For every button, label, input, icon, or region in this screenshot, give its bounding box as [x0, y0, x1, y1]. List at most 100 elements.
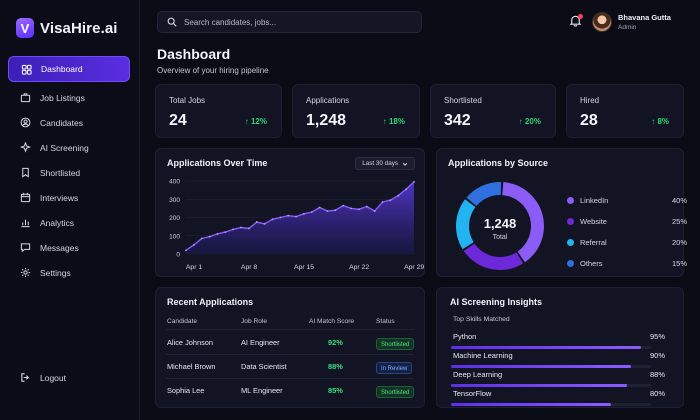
stat-delta-value: 20% — [524, 117, 541, 126]
bell-icon — [569, 15, 582, 27]
data-point — [310, 211, 313, 213]
stat-delta-value: 12% — [250, 117, 267, 126]
stat-delta-value: 18% — [388, 117, 405, 126]
skill-name: TensorFlow — [453, 389, 492, 398]
stat-label: Shortlisted — [444, 96, 482, 105]
brand-mark-icon: V — [16, 18, 34, 38]
status-badge: Shortlisted — [376, 386, 415, 398]
sidebar-item-analytics[interactable]: Analytics — [8, 210, 130, 235]
logout-icon — [20, 372, 31, 383]
legend-item-linkedin[interactable]: LinkedIn 40% — [567, 190, 687, 211]
donut-slice-others[interactable] — [466, 181, 502, 206]
legend-swatch — [567, 239, 574, 246]
data-point — [413, 181, 415, 183]
table-row[interactable]: Michael Brown Data Scientist 88% In Review — [156, 355, 424, 379]
page-title: Dashboard — [157, 46, 231, 62]
brand-logo[interactable]: V VisaHire.ai — [16, 18, 118, 38]
donut-slice-referral[interactable] — [456, 199, 476, 250]
skill-percent: 95% — [649, 332, 665, 341]
applications-by-source-card: Applications by Source 1,248 Total Linked… — [436, 148, 687, 277]
dashboard-icon — [21, 64, 32, 75]
legend-item-website[interactable]: Website 25% — [567, 211, 687, 232]
legend-swatch — [567, 197, 574, 204]
skill-progress-track — [451, 365, 651, 368]
recent-applications-card: Recent Applications Candidate Job Role A… — [155, 287, 425, 408]
user-icon — [20, 117, 31, 128]
date-range-label: Last 30 days — [362, 160, 398, 167]
sidebar-item-dashboard[interactable]: Dashboard — [8, 56, 130, 82]
stat-value: 1,248 — [306, 112, 347, 129]
sidebar-item-label: Job Listings — [40, 92, 85, 103]
legend-swatch — [567, 260, 574, 267]
search-bar[interactable] — [157, 11, 422, 33]
data-point — [232, 228, 235, 231]
area-fill — [186, 181, 414, 254]
search-input[interactable] — [184, 17, 404, 27]
sidebar-item-label: Analytics — [40, 217, 75, 228]
data-point — [373, 210, 376, 213]
skill-name: Python — [453, 332, 477, 341]
sidebar-item-label: AI Screening — [40, 142, 89, 153]
table-row[interactable]: Sophia Lee ML Engineer 85% Shortlisted — [156, 379, 424, 403]
data-point — [240, 226, 242, 229]
source-legend: LinkedIn 40% Website 25% Referral 20% Others 15… — [567, 190, 687, 274]
skill-percent: 90% — [649, 351, 665, 360]
notification-dot — [578, 14, 583, 19]
x-tick-label: Apr 22 — [349, 264, 369, 271]
sidebar-item-job-listings[interactable]: Job Listings — [8, 85, 130, 110]
legend-label: Others — [580, 259, 603, 268]
user-name: Bhavana Gutta — [618, 13, 671, 22]
legend-item-referral[interactable]: Referral 20% — [567, 232, 687, 253]
donut-slice-linkedin[interactable] — [502, 182, 544, 263]
x-tick-label: Apr 29 — [404, 264, 424, 271]
cell-candidate: Michael Brown — [167, 362, 216, 371]
data-point — [365, 205, 368, 208]
data-point — [318, 206, 321, 209]
skill-row-machine-learning: Machine Learning 90% — [451, 351, 665, 375]
skill-name: Deep Learning — [453, 370, 503, 379]
stat-label: Total Jobs — [169, 96, 206, 105]
stat-label: Applications — [306, 96, 350, 105]
date-range-select[interactable]: Last 30 days — [355, 157, 415, 170]
sidebar-item-shortlisted[interactable]: Shortlisted — [8, 160, 130, 185]
source-donut-chart: 1,248 Total — [456, 181, 544, 270]
logout-button[interactable]: Logout — [20, 372, 66, 383]
skill-percent: 88% — [649, 370, 665, 379]
col-candidate: Candidate — [167, 318, 198, 325]
sidebar-item-candidates[interactable]: Candidates — [8, 110, 130, 135]
legend-item-others[interactable]: Others 15% — [567, 253, 687, 274]
data-point — [247, 227, 250, 230]
skill-percent: 80% — [649, 389, 665, 398]
y-tick-label: 200 — [169, 215, 180, 222]
data-point — [263, 222, 266, 225]
arrow-up-icon: ↑ — [518, 117, 525, 126]
sidebar-item-settings[interactable]: Settings — [8, 260, 130, 285]
stat-delta: ↑ 12% — [245, 117, 267, 126]
sidebar-item-label: Settings — [40, 267, 71, 278]
legend-swatch — [567, 218, 574, 225]
row-divider — [166, 378, 414, 379]
skill-progress-fill — [451, 403, 611, 406]
table-header-divider — [166, 329, 414, 330]
sidebar-item-interviews[interactable]: Interviews — [8, 185, 130, 210]
data-point — [287, 214, 290, 217]
data-point — [295, 215, 297, 218]
donut-center-value: 1,248 — [484, 216, 517, 231]
stat-card-shortlisted: Shortlisted 342 ↑ 20% — [430, 84, 556, 138]
table-row[interactable]: Alice Johnson AI Engineer 92% Shortlisted — [156, 331, 424, 355]
notifications-button[interactable] — [569, 14, 583, 28]
data-point — [381, 201, 384, 203]
user-menu[interactable]: Bhavana Gutta Admin — [592, 12, 671, 32]
stat-card-applications: Applications 1,248 ↑ 18% — [292, 84, 420, 138]
data-point — [255, 221, 258, 223]
row-divider — [166, 354, 414, 355]
legend-label: Website — [580, 217, 607, 226]
avatar — [592, 12, 612, 32]
data-point — [271, 218, 274, 221]
sidebar-item-label: Shortlisted — [40, 167, 81, 178]
sidebar-item-messages[interactable]: Messages — [8, 235, 130, 260]
sidebar-item-ai-screening[interactable]: AI Screening — [8, 135, 130, 160]
stat-delta: ↑ 18% — [383, 117, 405, 126]
insights-subtitle: Top Skills Matched — [453, 316, 510, 323]
donut-slice-website[interactable] — [463, 243, 524, 270]
